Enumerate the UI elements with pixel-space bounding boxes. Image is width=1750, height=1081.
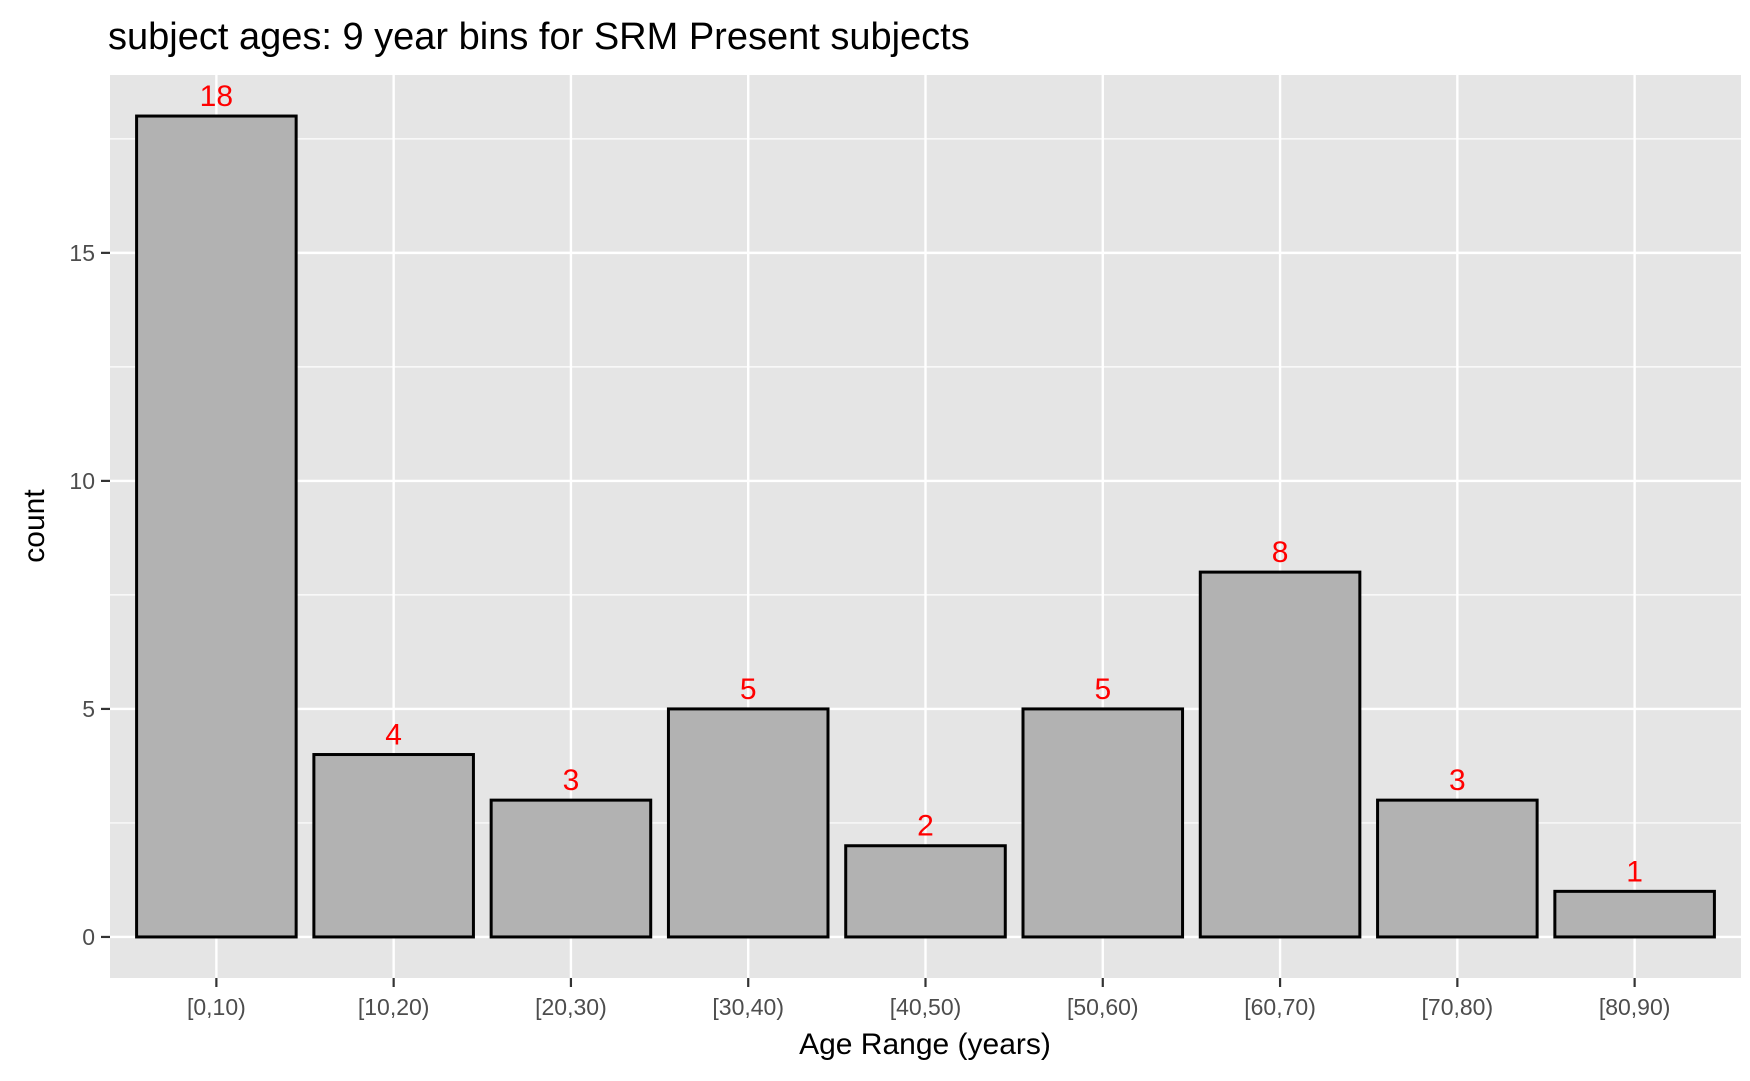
data-label: 3 — [563, 764, 580, 797]
y-axis-title: count — [18, 489, 51, 563]
x-tick-label: [0,10) — [187, 994, 246, 1020]
data-label: 8 — [1272, 536, 1289, 569]
y-axis: 0 5 10 15 — [69, 240, 110, 950]
x-tick-label: [40,50) — [890, 994, 962, 1020]
bar — [135, 114, 298, 939]
data-label: 2 — [917, 810, 934, 843]
bar — [1376, 798, 1539, 939]
bar — [1198, 570, 1362, 939]
chart-title: subject ages: 9 year bins for SRM Presen… — [108, 16, 970, 58]
bar — [844, 844, 1007, 939]
x-axis-title: Age Range (years) — [799, 1028, 1051, 1061]
x-tick-label: [80,90) — [1599, 994, 1671, 1020]
x-tick-label: [70,80) — [1422, 994, 1494, 1020]
bars — [135, 114, 1716, 939]
data-label: 4 — [385, 719, 402, 752]
y-tick-label: 15 — [69, 240, 95, 266]
bar — [489, 798, 653, 939]
data-label: 1 — [1626, 855, 1643, 888]
data-label: 3 — [1449, 764, 1466, 797]
y-tick-label: 5 — [82, 696, 95, 722]
x-tick-label: [20,30) — [535, 994, 607, 1020]
data-label: 5 — [740, 673, 757, 706]
data-label: 5 — [1094, 673, 1111, 706]
y-tick-label: 0 — [82, 924, 95, 950]
bar — [1021, 707, 1185, 939]
x-axis: [0,10) [10,20) [20,30) [30,40) [40,50) [50,60… — [187, 978, 1670, 1020]
data-labels: 18 4 3 5 2 5 8 3 1 — [200, 80, 1643, 888]
y-tick-label: 10 — [69, 468, 95, 494]
x-tick-label: [60,70) — [1244, 994, 1316, 1020]
x-tick-label: [10,20) — [358, 994, 430, 1020]
x-tick-label: [30,40) — [712, 994, 784, 1020]
bar — [1553, 889, 1716, 939]
bar — [666, 707, 830, 939]
data-label: 18 — [200, 80, 233, 113]
bar — [312, 753, 475, 939]
x-tick-label: [50,60) — [1067, 994, 1139, 1020]
